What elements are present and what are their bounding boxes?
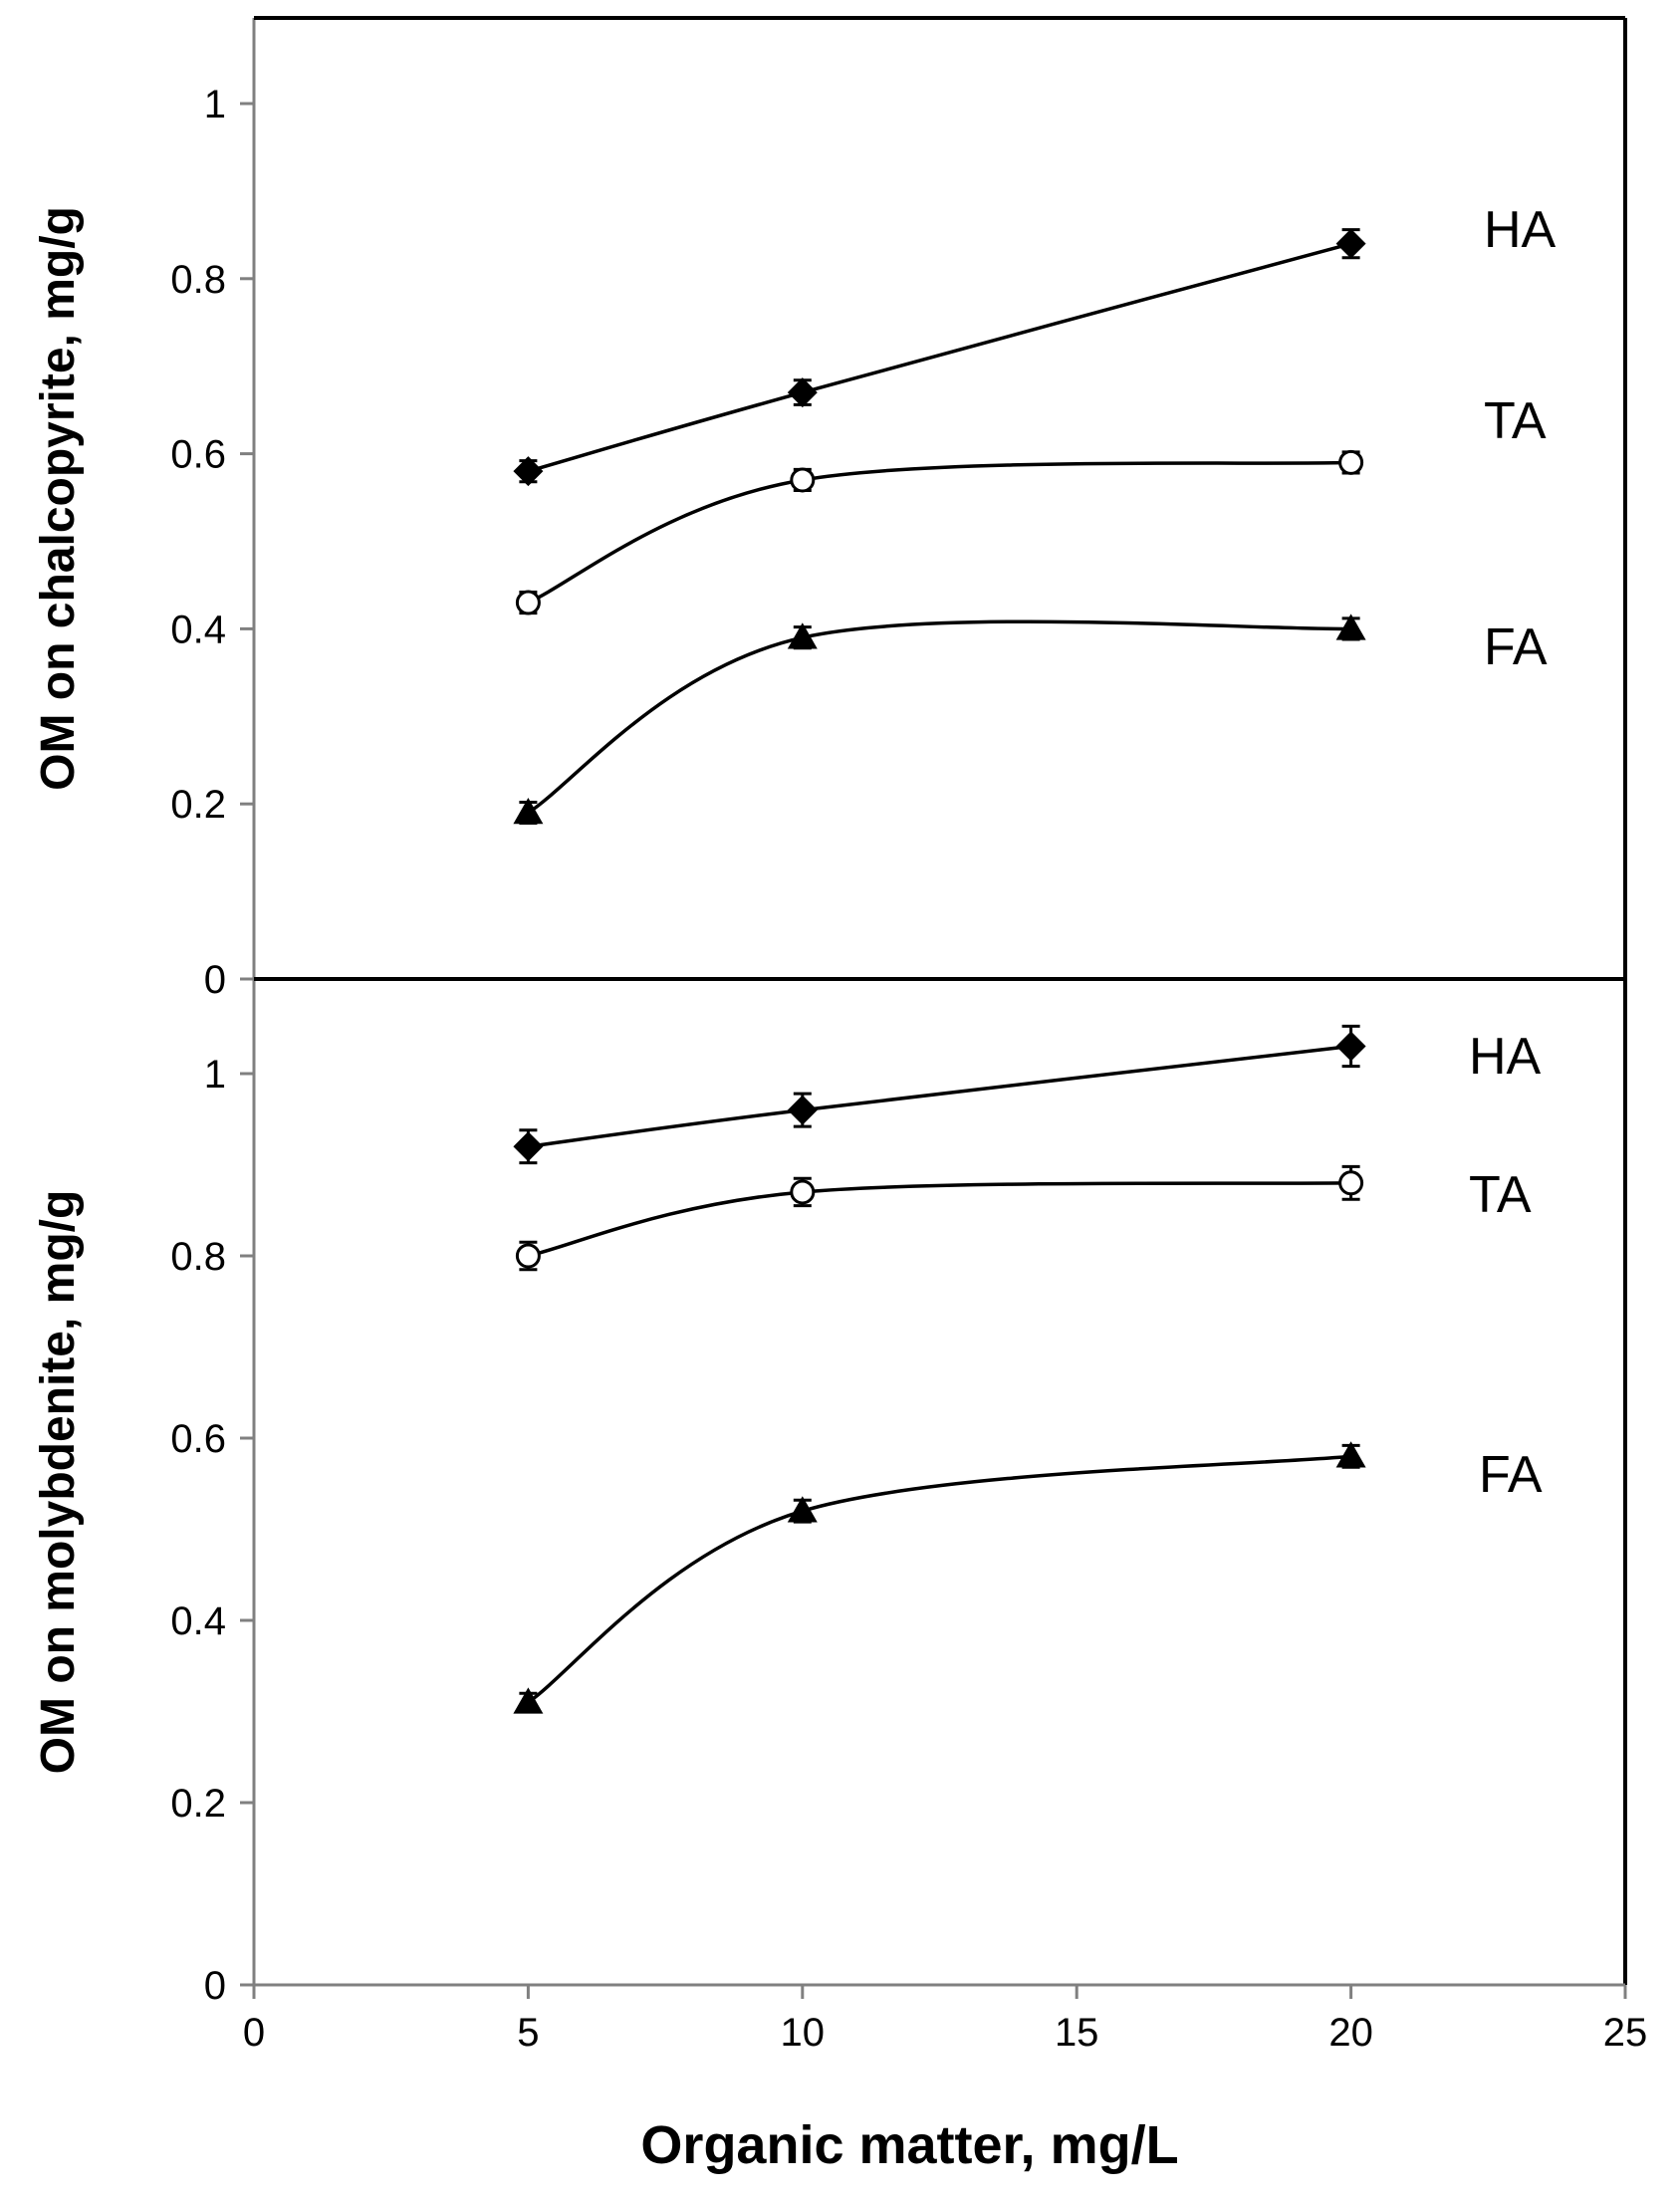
series-label-fa: FA [1484, 618, 1548, 676]
data-point-ha [1335, 1031, 1366, 1062]
data-point-ha [513, 456, 544, 487]
data-point-ta [790, 1179, 816, 1205]
x-axis-title: Organic matter, mg/L [640, 2115, 1178, 2175]
y-axis-title: OM on molybdenite, mg/g [32, 1190, 85, 1775]
shared-axes: 0 5 10 15 20 25 Organic matter, mg/L [243, 16, 1648, 2175]
series-line-ha [527, 241, 1352, 473]
data-point-ta [515, 1243, 541, 1269]
series-line-ta [528, 1181, 1351, 1258]
y-tick-label: 1 [204, 83, 226, 126]
series-label-ha: HA [1469, 1028, 1542, 1086]
data-point-fa [1335, 613, 1366, 640]
y-tick-label: 0.8 [170, 258, 226, 302]
y-tick-label: 0.6 [170, 1417, 226, 1461]
y-tick-label: 0.6 [170, 433, 226, 477]
x-tick-label: 15 [1055, 2011, 1099, 2055]
series-label-ta: TA [1484, 392, 1547, 450]
data-point-fa [787, 622, 818, 649]
data-point-fa [513, 1687, 544, 1714]
data-point-ta [1338, 1170, 1364, 1196]
series-line-fa [527, 619, 1351, 815]
series-line-ta [527, 460, 1351, 605]
y-tick-label: 0.2 [170, 783, 226, 827]
data-point-ha [513, 1131, 544, 1162]
x-tick-label: 20 [1328, 2011, 1373, 2055]
y-tick-label: 0 [204, 958, 226, 1002]
data-point-fa [1335, 1441, 1366, 1468]
y-tick-label: 1 [204, 1053, 226, 1097]
series-line-ha [528, 1044, 1351, 1148]
series-label-ha: HA [1484, 201, 1557, 259]
x-tick-label: 25 [1603, 2011, 1648, 2055]
data-point-ta [1338, 449, 1364, 475]
y-tick-label: 0.4 [170, 608, 226, 651]
series-line-fa [527, 1454, 1351, 1704]
data-point-fa [513, 797, 544, 825]
y-tick-label: 0.8 [170, 1235, 226, 1279]
x-tick-label: 5 [517, 2011, 539, 2055]
data-point-ha [787, 1095, 818, 1125]
data-point-ta [790, 467, 816, 493]
series-label-ta: TA [1469, 1166, 1532, 1224]
data-point-ha [787, 377, 818, 408]
y-tick-label: 0.2 [170, 1782, 226, 1826]
x-tick-label: 0 [243, 2011, 265, 2055]
panel-molybdenite: 0 0.2 0.4 0.6 0.8 1 OM on molybdenite, mg/g HA T… [32, 979, 1543, 2008]
x-tick-label: 10 [781, 2011, 826, 2055]
data-point-ha [1335, 228, 1366, 259]
y-axis-title: OM on chalcopyrite, mg/g [32, 206, 85, 791]
y-tick-label: 0 [204, 1964, 226, 2008]
data-point-fa [787, 1496, 818, 1523]
y-tick-label: 0.4 [170, 1599, 226, 1643]
data-point-ta [515, 590, 541, 615]
series-label-fa: FA [1479, 1446, 1543, 1504]
panel-chalcopyrite: 0 0.2 0.4 0.6 0.8 1 OM on chalcopyrite, mg/g HA… [32, 18, 1557, 1002]
